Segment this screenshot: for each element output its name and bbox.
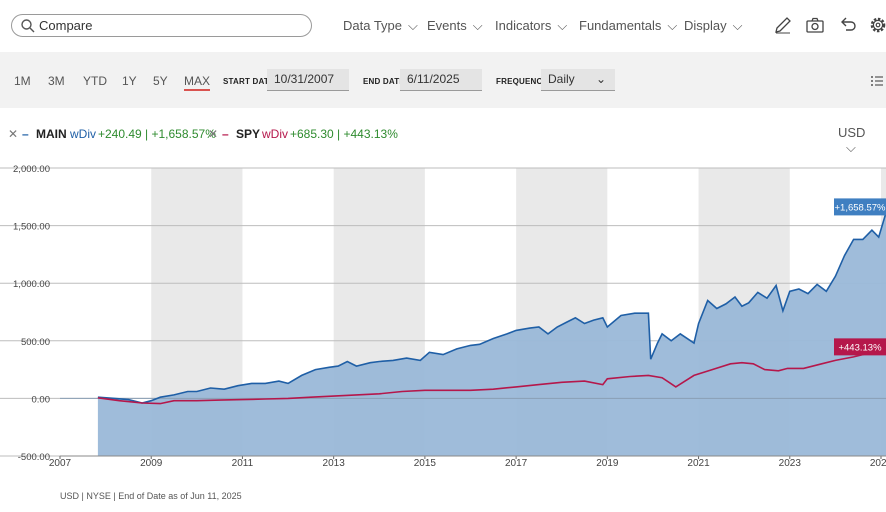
compare-search-input[interactable]: Compare xyxy=(11,14,312,37)
chart-footnote: USD | NYSE | End of Date as of Jun 11, 2… xyxy=(60,491,242,501)
spy-end-label: +443.13% xyxy=(838,342,882,353)
x-tick-label: 2015 xyxy=(414,458,437,469)
camera-icon[interactable] xyxy=(805,15,825,35)
x-tick-label: 2009 xyxy=(140,458,163,469)
chevron-down-icon: ⌵ xyxy=(846,140,856,155)
x-tick-label: 2025 xyxy=(870,458,886,469)
top-toolbar: Compare Data Type ⌵ Events ⌵ Indicators ⌵ F… xyxy=(0,0,886,52)
range-1y-button[interactable]: 1Y xyxy=(122,74,137,88)
x-tick-label: 2013 xyxy=(323,458,346,469)
main-legend-name: MAIN xyxy=(36,127,67,141)
x-tick-label: 2019 xyxy=(596,458,619,469)
spy-legend-name: SPY xyxy=(236,127,261,141)
start-date-label: START DATE xyxy=(223,77,275,86)
end-date-input[interactable]: 6/11/2025 xyxy=(400,69,482,91)
x-tick-label: 2021 xyxy=(687,458,710,469)
y-tick-label: -500.00 xyxy=(18,452,50,463)
pencil-icon[interactable] xyxy=(773,15,793,35)
chart-legend: ✕ – MAIN wDiv +240.49 | +1,658.57% ✕ – S… xyxy=(0,122,886,144)
search-icon xyxy=(21,19,35,33)
menu-events[interactable]: Events ⌵ xyxy=(427,18,483,34)
x-tick-label: 2011 xyxy=(232,458,254,469)
range-bar: 1M 3M YTD 1Y 5Y MAX START DATE 10/31/200… xyxy=(0,52,886,108)
menu-label: Display xyxy=(684,18,727,33)
menu-label: Indicators xyxy=(495,18,552,33)
price-chart[interactable]: 2,000.00 1,500.00 1,000.00 500.00 0.00 -500.0… xyxy=(0,150,886,475)
menu-label: Events xyxy=(427,18,467,33)
range-1m-button[interactable]: 1M xyxy=(14,74,31,88)
remove-spy-icon[interactable]: ✕ xyxy=(208,127,219,141)
main-legend-swatch: – xyxy=(22,127,29,141)
range-max-button[interactable]: MAX xyxy=(184,74,211,91)
main-legend-stats: +240.49 | +1,658.57% xyxy=(98,127,216,141)
chevron-down-icon: ⌄ xyxy=(595,72,606,86)
start-date-input[interactable]: 10/31/2007 xyxy=(267,69,349,91)
main-area xyxy=(97,212,886,456)
spy-legend-swatch: – xyxy=(222,127,229,141)
undo-icon[interactable] xyxy=(837,15,857,35)
main-legend-div: wDiv xyxy=(70,127,96,141)
chevron-down-icon: ⌵ xyxy=(667,18,678,33)
x-tick-label: 2017 xyxy=(505,458,528,469)
search-placeholder: Compare xyxy=(39,18,93,33)
end-date-label: END DATE xyxy=(363,77,405,86)
x-tick-label: 2007 xyxy=(49,458,72,469)
y-tick-label: 1,500.00 xyxy=(13,222,50,233)
spy-legend-stats: +685.30 | +443.13% xyxy=(290,127,398,141)
main-line xyxy=(97,208,886,404)
list-icon[interactable] xyxy=(870,74,884,88)
spy-end-label-bg xyxy=(834,338,886,356)
main-end-label: +1,658.57% xyxy=(835,202,886,213)
y-tick-label: 2,000.00 xyxy=(13,164,50,175)
range-ytd-button[interactable]: YTD xyxy=(83,74,107,88)
frequency-value: Daily xyxy=(548,72,575,86)
menu-label: Data Type xyxy=(343,18,403,33)
menu-indicators[interactable]: Indicators ⌵ xyxy=(495,18,567,34)
chevron-down-icon: ⌵ xyxy=(472,18,483,33)
gear-icon[interactable] xyxy=(868,15,886,35)
chevron-down-icon: ⌵ xyxy=(732,18,743,33)
chevron-down-icon: ⌵ xyxy=(408,18,418,33)
x-tick-label: 2023 xyxy=(779,458,802,469)
range-5y-button[interactable]: 5Y xyxy=(153,74,168,88)
range-3m-button[interactable]: 3M xyxy=(48,74,65,88)
menu-data-type[interactable]: Data Type ⌵ xyxy=(343,18,418,34)
menu-display[interactable]: Display ⌵ xyxy=(684,18,742,34)
y-tick-label: 500.00 xyxy=(21,337,50,348)
menu-label: Fundamentals xyxy=(579,18,662,33)
chevron-down-icon: ⌵ xyxy=(557,18,568,33)
main-end-label-bg xyxy=(834,198,886,216)
currency-select[interactable]: USD ⌵ xyxy=(838,125,886,156)
y-tick-label: 0.00 xyxy=(32,394,51,405)
spy-line xyxy=(97,346,886,405)
menu-fundamentals[interactable]: Fundamentals ⌵ xyxy=(579,18,677,34)
frequency-label: FREQUENCY xyxy=(496,77,549,86)
remove-main-icon[interactable]: ✕ xyxy=(8,127,19,141)
frequency-select[interactable]: Daily ⌄ xyxy=(541,69,615,91)
spy-legend-div: wDiv xyxy=(262,127,288,141)
currency-value: USD xyxy=(838,125,866,140)
y-tick-label: 1,000.00 xyxy=(13,279,50,290)
